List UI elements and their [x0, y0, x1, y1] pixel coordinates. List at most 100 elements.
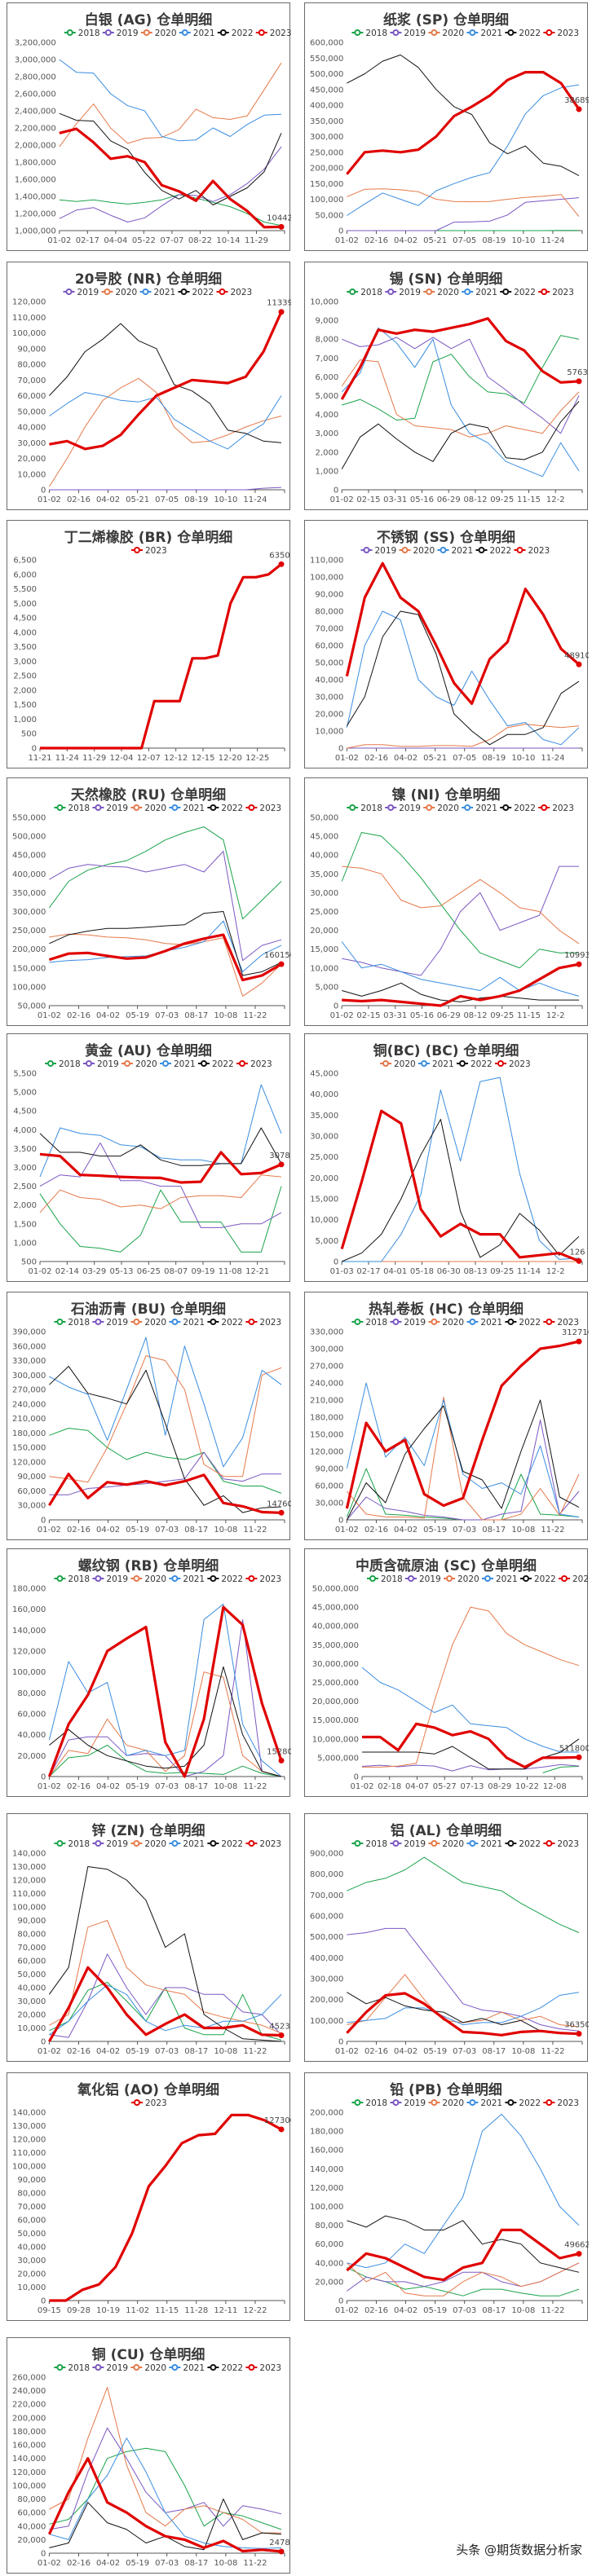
- legend-item-2018[interactable]: 2018: [351, 29, 387, 38]
- legend-item-2019[interactable]: 2019: [92, 1839, 128, 1849]
- legend-item-2019[interactable]: 2019: [360, 546, 397, 556]
- legend-item-2020[interactable]: 2020: [130, 2363, 166, 2373]
- legend-item-2023[interactable]: 2023: [559, 1574, 589, 1584]
- legend-item-2021[interactable]: 2021: [482, 1574, 518, 1584]
- legend-item-2022[interactable]: 2022: [505, 1839, 541, 1849]
- legend[interactable]: 2018 2019 2020 2021 2022 2023: [45, 1059, 272, 1069]
- legend[interactable]: 2018 2019 2020 2021 2022 2023: [54, 804, 281, 813]
- legend-item-2019[interactable]: 2019: [405, 1574, 441, 1584]
- legend-item-2019[interactable]: 2019: [92, 1574, 128, 1584]
- legend[interactable]: 2018 2019 2020 2021 2022 2023: [351, 1318, 579, 1328]
- legend-item-2021[interactable]: 2021: [179, 29, 215, 38]
- legend-item-2022[interactable]: 2022: [207, 1574, 243, 1584]
- legend-item-2021[interactable]: 2021: [466, 1318, 502, 1328]
- legend[interactable]: 2018 2019 2020 2021 2022 2023: [351, 1839, 579, 1849]
- legend-item-2018[interactable]: 2018: [367, 1574, 403, 1584]
- legend-item-2018[interactable]: 2018: [54, 2363, 90, 2373]
- legend-item-2023[interactable]: 2023: [236, 1059, 272, 1069]
- legend-item-2021[interactable]: 2021: [169, 2363, 205, 2373]
- legend-item-2022[interactable]: 2022: [198, 1059, 234, 1069]
- legend-item-2019[interactable]: 2019: [92, 804, 128, 813]
- legend-item-2023[interactable]: 2023: [543, 2098, 579, 2108]
- legend-item-2018[interactable]: 2018: [351, 1839, 387, 1849]
- legend-item-2021[interactable]: 2021: [437, 546, 474, 556]
- legend-item-2020[interactable]: 2020: [428, 1839, 464, 1849]
- legend-item-2022[interactable]: 2022: [457, 1059, 493, 1069]
- legend-item-2020[interactable]: 2020: [399, 546, 435, 556]
- legend-item-2018[interactable]: 2018: [347, 288, 382, 297]
- legend-item-2020[interactable]: 2020: [423, 804, 459, 813]
- legend-item-2021[interactable]: 2021: [169, 1318, 205, 1328]
- legend-item-2021[interactable]: 2021: [466, 2098, 502, 2108]
- legend-item-2023[interactable]: 2023: [538, 288, 574, 297]
- legend-item-2022[interactable]: 2022: [207, 804, 243, 813]
- legend-item-2018[interactable]: 2018: [54, 1318, 90, 1328]
- legend-item-2021[interactable]: 2021: [160, 1059, 196, 1069]
- legend-item-2021[interactable]: 2021: [139, 288, 176, 297]
- legend-item-2023[interactable]: 2023: [538, 804, 574, 813]
- legend-item-2018[interactable]: 2018: [351, 2098, 387, 2108]
- legend-item-2022[interactable]: 2022: [500, 288, 536, 297]
- legend-item-2019[interactable]: 2019: [390, 1318, 426, 1328]
- legend-item-2021[interactable]: 2021: [418, 1059, 454, 1069]
- legend-item-2020[interactable]: 2020: [130, 1574, 166, 1584]
- legend-item-2022[interactable]: 2022: [505, 1318, 541, 1328]
- legend[interactable]: 2018 2019 2020 2021 2022 2023: [351, 2098, 579, 2108]
- legend-item-2023[interactable]: 2023: [216, 288, 253, 297]
- legend-item-2023[interactable]: 2023: [255, 29, 291, 38]
- legend-item-2019[interactable]: 2019: [390, 1839, 426, 1849]
- legend-item-2020[interactable]: 2020: [130, 1318, 166, 1328]
- legend-item-2019[interactable]: 2019: [390, 29, 426, 38]
- legend[interactable]: 2019 2020 2021 2022 2023: [63, 288, 253, 297]
- legend-item-2023[interactable]: 2023: [245, 804, 281, 813]
- legend-item-2018[interactable]: 2018: [54, 1574, 90, 1584]
- legend[interactable]: 2023: [131, 2098, 167, 2108]
- legend-item-2020[interactable]: 2020: [101, 288, 138, 297]
- legend-item-2019[interactable]: 2019: [390, 2098, 426, 2108]
- legend-item-2019[interactable]: 2019: [385, 288, 421, 297]
- legend-item-2020[interactable]: 2020: [444, 1574, 479, 1584]
- legend[interactable]: 2020 2021 2022 2023: [380, 1059, 531, 1069]
- legend-item-2022[interactable]: 2022: [520, 1574, 556, 1584]
- legend-item-2021[interactable]: 2021: [169, 1574, 205, 1584]
- legend[interactable]: 2018 2019 2020 2021 2022 2023: [367, 1574, 589, 1584]
- legend-item-2023[interactable]: 2023: [131, 546, 167, 556]
- legend-item-2020[interactable]: 2020: [130, 804, 166, 813]
- legend-item-2020[interactable]: 2020: [140, 29, 177, 38]
- legend[interactable]: 2023: [131, 546, 167, 556]
- legend-item-2019[interactable]: 2019: [92, 2363, 128, 2373]
- legend-item-2018[interactable]: 2018: [347, 804, 382, 813]
- legend-item-2022[interactable]: 2022: [505, 29, 541, 38]
- legend-item-2018[interactable]: 2018: [351, 1318, 387, 1328]
- legend-item-2018[interactable]: 2018: [54, 804, 90, 813]
- legend-item-2021[interactable]: 2021: [466, 29, 502, 38]
- legend-item-2018[interactable]: 2018: [64, 29, 100, 38]
- legend-item-2023[interactable]: 2023: [543, 1318, 579, 1328]
- legend[interactable]: 2018 2019 2020 2021 2022 2023: [54, 2363, 281, 2373]
- legend-item-2021[interactable]: 2021: [169, 1839, 205, 1849]
- legend-item-2020[interactable]: 2020: [428, 29, 464, 38]
- legend[interactable]: 2018 2019 2020 2021 2022 2023: [347, 288, 574, 297]
- legend-item-2021[interactable]: 2021: [169, 804, 205, 813]
- legend-item-2020[interactable]: 2020: [428, 2098, 464, 2108]
- legend-item-2022[interactable]: 2022: [178, 288, 214, 297]
- legend[interactable]: 2019 2020 2021 2022 2023: [360, 546, 550, 556]
- legend-item-2023[interactable]: 2023: [495, 1059, 531, 1069]
- legend-item-2021[interactable]: 2021: [466, 1839, 502, 1849]
- legend-item-2022[interactable]: 2022: [217, 29, 254, 38]
- legend-item-2020[interactable]: 2020: [130, 1839, 166, 1849]
- legend[interactable]: 2018 2019 2020 2021 2022 2023: [347, 804, 574, 813]
- legend-item-2023[interactable]: 2023: [245, 1839, 281, 1849]
- legend-item-2022[interactable]: 2022: [505, 2098, 541, 2108]
- legend-item-2019[interactable]: 2019: [63, 288, 99, 297]
- legend-item-2019[interactable]: 2019: [102, 29, 139, 38]
- legend-item-2023[interactable]: 2023: [131, 2098, 167, 2108]
- legend-item-2019[interactable]: 2019: [83, 1059, 119, 1069]
- legend-item-2023[interactable]: 2023: [514, 546, 550, 556]
- legend-item-2020[interactable]: 2020: [428, 1318, 464, 1328]
- legend-item-2022[interactable]: 2022: [207, 1839, 243, 1849]
- legend-item-2023[interactable]: 2023: [245, 2363, 281, 2373]
- legend-item-2023[interactable]: 2023: [543, 1839, 579, 1849]
- legend-item-2023[interactable]: 2023: [245, 1318, 281, 1328]
- legend-item-2022[interactable]: 2022: [475, 546, 512, 556]
